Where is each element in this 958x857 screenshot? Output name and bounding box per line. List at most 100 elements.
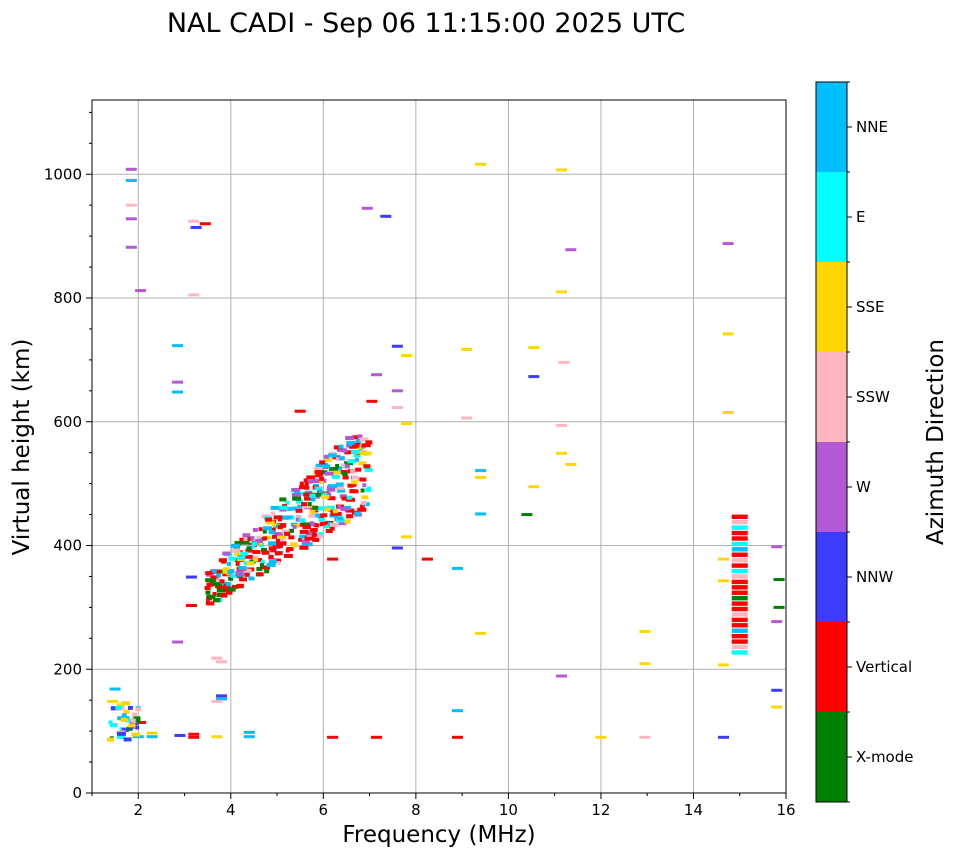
echo-point <box>211 656 223 660</box>
echo-point <box>209 578 216 583</box>
plot-frame <box>91 99 787 794</box>
echo-point <box>338 444 344 449</box>
echo-point <box>565 462 577 466</box>
echo-point <box>349 489 359 494</box>
echo-point <box>329 466 339 471</box>
echo-point <box>255 538 264 543</box>
echo-point <box>324 471 334 476</box>
echo-point <box>185 575 197 579</box>
echo-point <box>172 390 184 394</box>
x-tick-label: 6 <box>319 801 329 819</box>
echo-point <box>216 573 221 578</box>
grid-lines <box>92 100 786 793</box>
echo-point <box>362 483 367 488</box>
echo-point <box>273 524 283 529</box>
echo-point <box>771 705 783 709</box>
colorbar-segment <box>816 352 847 442</box>
echo-stack-cell <box>731 639 748 644</box>
echo-stack-cell <box>731 541 748 547</box>
x-tick-label: 2 <box>133 801 143 819</box>
echo-point <box>242 533 251 538</box>
colorbar-segment <box>816 712 847 802</box>
echo-point <box>188 732 200 736</box>
echo-point <box>205 578 211 583</box>
colorbar-tick-label: SSE <box>856 298 885 316</box>
echo-point <box>303 478 308 483</box>
echo-point <box>722 332 734 336</box>
echo-point <box>213 598 221 603</box>
echo-point <box>121 713 127 718</box>
echo-stack-cell <box>731 606 748 612</box>
x-tick-label: 16 <box>776 801 795 819</box>
x-tick-label: 12 <box>591 801 610 819</box>
colorbar-tick-label: NNE <box>856 118 888 136</box>
echo-point <box>357 445 365 450</box>
echo-point <box>292 496 302 501</box>
echo-point <box>228 556 237 561</box>
echo-point <box>308 513 316 518</box>
echo-point <box>357 434 363 439</box>
echo-point <box>206 594 216 599</box>
colorbar-frame <box>815 81 848 803</box>
echo-point <box>639 735 651 739</box>
echo-point <box>344 464 350 469</box>
echo-point <box>116 731 126 736</box>
echo-point <box>327 487 336 492</box>
echo-point <box>639 630 651 634</box>
echo-stack-cell <box>731 633 748 639</box>
echo-stack-cell <box>731 525 748 530</box>
echo-point <box>323 524 332 529</box>
echo-point <box>292 524 297 529</box>
echo-point <box>346 495 353 500</box>
echo-point <box>218 558 227 563</box>
echo-point <box>219 569 226 574</box>
echo-point <box>236 583 244 588</box>
y-tick-label: 800 <box>53 289 82 307</box>
echo-point <box>304 496 314 501</box>
echo-point <box>283 553 293 558</box>
echo-point <box>309 528 318 533</box>
echo-point <box>475 512 487 516</box>
echo-point <box>344 519 351 524</box>
echo-point <box>771 545 783 549</box>
y-axis-label: Virtual height (km) <box>9 339 35 556</box>
echo-point <box>190 225 202 229</box>
echo-point <box>246 561 255 566</box>
echo-point <box>556 168 568 172</box>
echo-point <box>107 737 115 742</box>
echo-point <box>338 456 345 461</box>
echo-stack-cell <box>731 574 748 579</box>
echo-point <box>347 459 357 464</box>
echo-point <box>351 450 361 455</box>
x-tick-label: 8 <box>411 801 421 819</box>
echo-point <box>342 448 348 453</box>
echo-point <box>234 541 241 546</box>
echo-point <box>107 699 119 703</box>
echo-point <box>210 576 217 581</box>
echo-point <box>243 730 255 734</box>
echo-point <box>219 579 225 584</box>
echo-point <box>252 549 261 554</box>
echo-point <box>595 735 607 739</box>
echo-point <box>135 718 141 723</box>
echo-point <box>347 483 354 488</box>
echo-stack-cell <box>731 557 748 563</box>
echo-point <box>262 529 267 534</box>
echo-point <box>304 536 314 541</box>
echo-point <box>556 674 568 678</box>
colorbar-segment <box>816 442 847 532</box>
echo-point <box>120 717 128 722</box>
echo-point <box>299 529 309 534</box>
echo-point <box>270 505 280 510</box>
echo-stack-cell <box>731 568 748 574</box>
echo-point <box>336 447 345 452</box>
echo-point <box>299 481 304 486</box>
echo-point <box>317 532 324 537</box>
echo-point <box>125 178 137 182</box>
echo-point <box>271 534 277 539</box>
echo-point <box>235 561 240 566</box>
echo-point <box>309 493 316 498</box>
echo-point <box>285 548 290 553</box>
echo-point <box>295 517 300 522</box>
colorbar-segment <box>816 172 847 262</box>
